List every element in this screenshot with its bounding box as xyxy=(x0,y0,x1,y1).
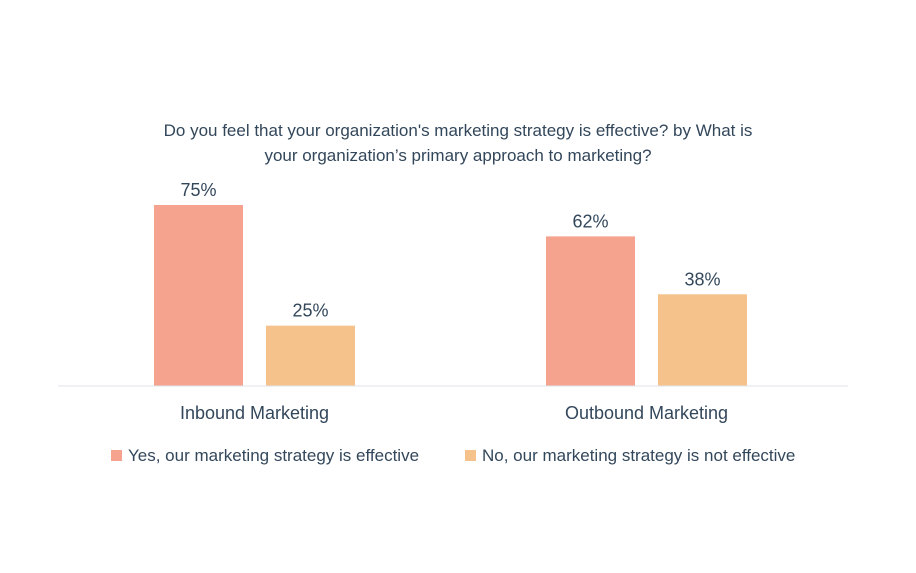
legend-swatch-no xyxy=(465,450,476,461)
bars: 75% 25% 62% 38% xyxy=(154,180,747,386)
legend: Yes, our marketing strategy is effective… xyxy=(111,446,795,465)
chart-title-line-1: Do you feel that your organization's mar… xyxy=(164,121,753,140)
data-label-no-inbound: 25% xyxy=(292,301,328,321)
bar-no-outbound xyxy=(658,294,747,386)
legend-label-no: No, our marketing strategy is not effect… xyxy=(482,446,795,465)
category-labels: Inbound Marketing Outbound Marketing xyxy=(180,403,728,423)
bar-yes-inbound xyxy=(154,205,243,386)
chart-title: Do you feel that your organization's mar… xyxy=(164,121,753,165)
category-label-inbound: Inbound Marketing xyxy=(180,403,329,423)
category-label-outbound: Outbound Marketing xyxy=(565,403,728,423)
chart-title-line-2: your organization’s primary approach to … xyxy=(264,146,651,165)
bar-yes-outbound xyxy=(546,236,635,386)
legend-swatch-yes xyxy=(111,450,122,461)
data-label-no-outbound: 38% xyxy=(684,269,720,289)
data-label-yes-outbound: 62% xyxy=(572,211,608,231)
bar-no-inbound xyxy=(266,325,355,386)
data-label-yes-inbound: 75% xyxy=(180,180,216,200)
legend-label-yes: Yes, our marketing strategy is effective xyxy=(128,446,419,465)
